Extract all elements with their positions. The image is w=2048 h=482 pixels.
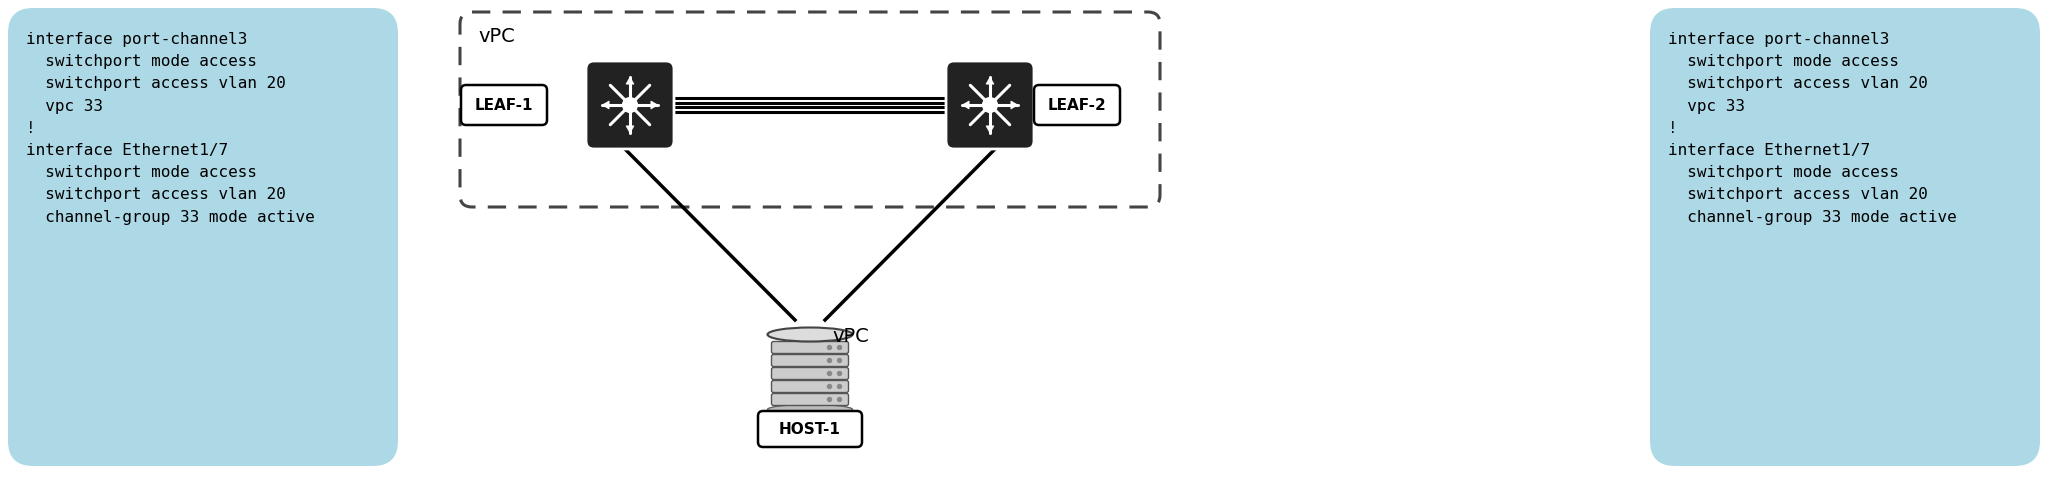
Circle shape: [827, 346, 831, 349]
Polygon shape: [1012, 101, 1018, 109]
Circle shape: [838, 359, 842, 362]
Polygon shape: [985, 126, 993, 133]
Polygon shape: [963, 101, 969, 109]
FancyBboxPatch shape: [772, 393, 848, 405]
Circle shape: [827, 385, 831, 388]
FancyBboxPatch shape: [772, 380, 848, 392]
Circle shape: [827, 359, 831, 362]
Circle shape: [827, 372, 831, 375]
Text: interface port-channel3
  switchport mode access
  switchport access vlan 20
  v: interface port-channel3 switchport mode …: [1667, 32, 1956, 225]
Ellipse shape: [768, 327, 852, 342]
Polygon shape: [627, 126, 635, 133]
FancyBboxPatch shape: [1034, 85, 1120, 125]
Polygon shape: [602, 101, 608, 109]
Polygon shape: [985, 77, 993, 84]
FancyBboxPatch shape: [461, 85, 547, 125]
Text: LEAF-1: LEAF-1: [475, 97, 532, 112]
FancyBboxPatch shape: [8, 8, 397, 466]
FancyBboxPatch shape: [772, 354, 848, 366]
Circle shape: [623, 98, 637, 112]
Text: vPC: vPC: [831, 327, 868, 347]
Text: HOST-1: HOST-1: [778, 421, 842, 437]
FancyBboxPatch shape: [586, 61, 674, 149]
Circle shape: [838, 346, 842, 349]
FancyBboxPatch shape: [1651, 8, 2040, 466]
FancyBboxPatch shape: [758, 411, 862, 447]
Circle shape: [983, 98, 997, 112]
Circle shape: [838, 385, 842, 388]
Text: interface port-channel3
  switchport mode access
  switchport access vlan 20
  v: interface port-channel3 switchport mode …: [27, 32, 315, 225]
FancyBboxPatch shape: [772, 342, 848, 353]
FancyBboxPatch shape: [946, 61, 1034, 149]
Circle shape: [838, 372, 842, 375]
Text: LEAF-2: LEAF-2: [1049, 97, 1106, 112]
Polygon shape: [627, 77, 635, 84]
Circle shape: [827, 398, 831, 402]
Circle shape: [838, 398, 842, 402]
Text: vPC: vPC: [477, 27, 514, 46]
FancyBboxPatch shape: [772, 367, 848, 379]
Ellipse shape: [768, 404, 852, 415]
Polygon shape: [651, 101, 657, 109]
